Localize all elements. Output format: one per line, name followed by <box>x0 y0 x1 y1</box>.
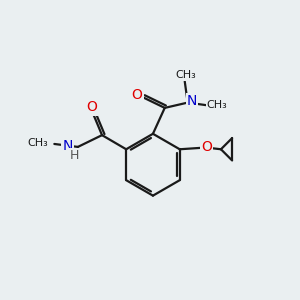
Text: O: O <box>86 100 97 115</box>
Text: O: O <box>132 88 142 102</box>
Text: CH₃: CH₃ <box>207 100 227 110</box>
Text: CH₃: CH₃ <box>27 138 48 148</box>
Text: N: N <box>187 94 197 108</box>
Text: O: O <box>201 140 212 154</box>
Text: H: H <box>70 149 80 162</box>
Text: CH₃: CH₃ <box>176 70 196 80</box>
Text: N: N <box>62 139 73 153</box>
